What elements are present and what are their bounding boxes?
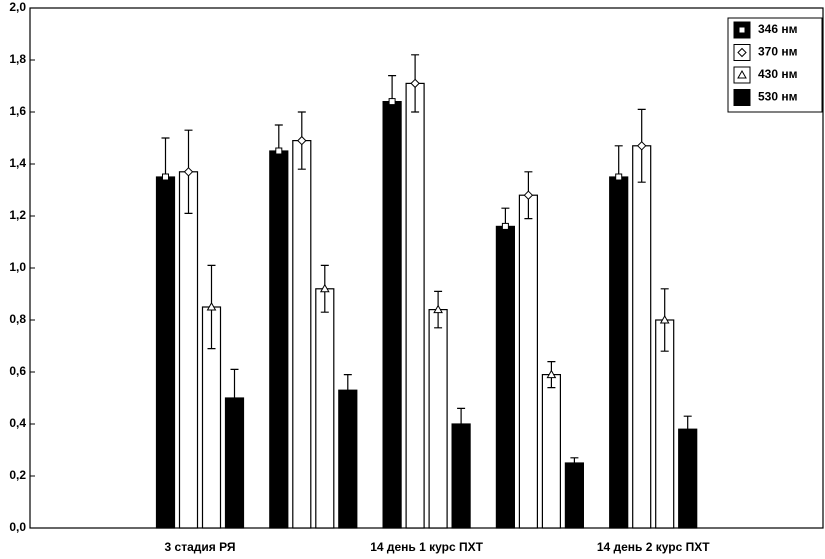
bar	[338, 389, 358, 529]
bar	[178, 171, 199, 529]
bar-marker	[501, 222, 509, 230]
legend-marker	[738, 26, 746, 34]
y-tick-label: 1,8	[9, 52, 26, 66]
bar	[609, 176, 629, 529]
y-tick-label: 2,0	[9, 0, 26, 14]
bar-marker	[275, 147, 283, 155]
bar	[678, 428, 698, 529]
bar-marker	[206, 301, 217, 311]
x-tick-label: 3 стадия РЯ	[165, 540, 236, 554]
legend-marker	[737, 47, 747, 58]
x-tick-label: 14 день 1 курс ПХТ	[370, 540, 483, 554]
bar-marker	[388, 98, 396, 106]
y-tick-label: 1,6	[9, 104, 26, 118]
bar	[541, 374, 562, 529]
bar-marker	[636, 141, 647, 151]
bar-marker	[319, 283, 330, 293]
legend-label: 430 нм	[758, 67, 798, 81]
bar-marker	[615, 173, 623, 181]
bar-marker	[523, 190, 534, 200]
y-tick-label: 0,6	[9, 364, 26, 378]
bar	[155, 176, 176, 529]
bar-marker	[410, 78, 420, 89]
bar-marker	[433, 304, 443, 314]
bar	[405, 82, 425, 529]
bar	[315, 288, 335, 529]
bar-marker	[659, 314, 670, 324]
error-bar	[343, 374, 352, 407]
y-tick-label: 0,4	[9, 416, 26, 430]
y-tick-label: 1,0	[9, 260, 26, 274]
y-tick-label: 0,8	[9, 312, 26, 326]
bar-marker	[297, 135, 307, 146]
plot-frame	[29, 7, 824, 529]
legend-label: 346 нм	[758, 22, 798, 36]
error-bar	[230, 368, 239, 428]
bar	[428, 309, 448, 529]
legend-label: 530 нм	[758, 90, 798, 104]
error-bar	[457, 407, 466, 441]
y-tick-label: 0,0	[9, 520, 26, 534]
bar	[495, 225, 515, 529]
bar	[632, 145, 652, 529]
error-bar	[570, 457, 579, 469]
bar-marker	[183, 167, 194, 177]
bar	[292, 140, 312, 529]
bar	[382, 100, 402, 529]
y-tick-label: 1,4	[9, 156, 26, 170]
bar-marker	[546, 369, 557, 379]
bar	[269, 150, 289, 529]
y-tick-label: 0,2	[9, 468, 26, 482]
y-tick-label: 1,2	[9, 208, 26, 222]
legend-marker	[737, 69, 747, 79]
bar-marker	[162, 173, 169, 181]
x-tick-label: 14 день 2 курс ПХТ	[597, 540, 710, 554]
bar	[518, 194, 539, 529]
legend-label: 370 нм	[758, 45, 798, 59]
error-bar	[683, 415, 692, 443]
legend-swatch	[733, 89, 751, 106]
bar	[564, 462, 585, 529]
